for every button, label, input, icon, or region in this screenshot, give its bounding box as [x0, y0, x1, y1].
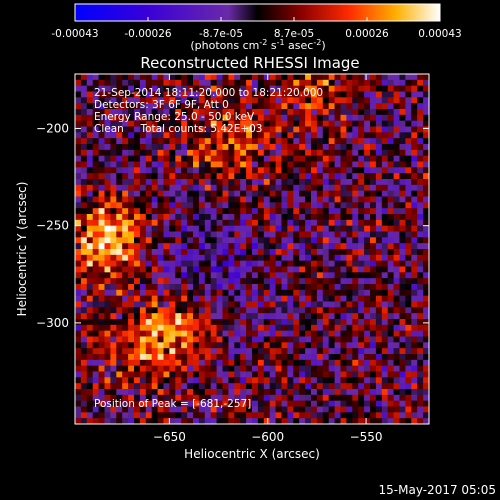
colorbar-tick-label: -0.00043 — [51, 28, 98, 40]
y-tick-label: −250 — [36, 219, 69, 233]
colorbar — [74, 3, 441, 22]
annotation-energy-range: Energy Range: 25.0 - 50.0 keV — [94, 111, 255, 123]
axis-ticks: −650 −600 −550 −200 −250 −300 — [36, 74, 429, 444]
footer-date: 15-May-2017 05:05 — [379, 483, 496, 497]
colorbar-tick-label: 0.00026 — [345, 28, 389, 40]
colorbar-label: (photons cm-2 s-1 asec-2) — [190, 38, 325, 52]
annotation-block: 21-Sep-2014 18:11:20.000 to 18:21:20.000… — [94, 87, 323, 135]
annotation-detectors: Detectors: 3F 6F 9F, Att 0 — [94, 99, 229, 111]
colorbar-tick-label: 0.00043 — [418, 28, 461, 40]
plot-frame — [74, 73, 430, 425]
x-tick-label: −550 — [350, 430, 383, 444]
colorbar-ticks: -0.00043 -0.00026 -8.7e-05 8.7e-05 0.00026 0.… — [51, 17, 462, 40]
y-tick-label: −200 — [36, 121, 69, 135]
annotation-time-range: 21-Sep-2014 18:11:20.000 to 18:21:20.000 — [94, 87, 323, 99]
chart-title: Reconstructed RHESSI Image — [140, 54, 359, 72]
heatmap-image — [75, 74, 429, 424]
peak-position-label: Position of Peak = [-681,-257] — [94, 398, 251, 410]
x-tick-label: −650 — [153, 430, 186, 444]
colorbar-tick-label: -8.7e-05 — [199, 28, 243, 40]
y-axis-label: Heliocentric Y (arcsec) — [15, 182, 29, 317]
annotation-counts: Clean Total counts: 5.42E+03 — [94, 123, 263, 135]
colorbar-tick-label: 8.7e-05 — [274, 28, 314, 40]
x-tick-label: −600 — [251, 430, 284, 444]
y-tick-label: −300 — [36, 316, 69, 330]
colorbar-tick-label: -0.00026 — [124, 28, 172, 40]
x-axis-label: Heliocentric X (arcsec) — [184, 447, 320, 461]
